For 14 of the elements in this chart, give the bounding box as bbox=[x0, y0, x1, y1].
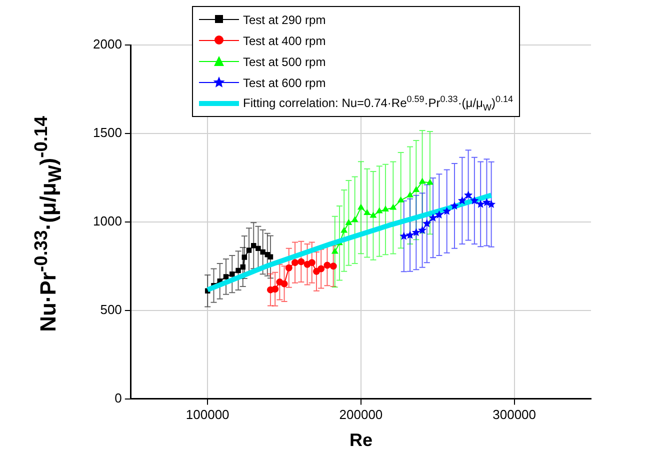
y-tick-label: 500 bbox=[100, 302, 122, 317]
x-tick-label: 200000 bbox=[339, 407, 383, 422]
x-axis-title: Re bbox=[349, 430, 372, 450]
legend-label: Test at 600 rpm bbox=[243, 76, 326, 90]
y-tick-label: 1500 bbox=[93, 125, 122, 140]
x-tick-label: 100000 bbox=[186, 407, 230, 422]
y-tick-label: 1000 bbox=[93, 213, 122, 228]
legend-label: Fitting correlation: Nu=0.74·Re$^{0.59}$·Pr$^{0.33}$·(μ/μ$_{W}$)$^{0.14}$ bbox=[243, 94, 513, 113]
legend-label: Test at 500 rpm bbox=[243, 54, 326, 68]
y-tick-label: 0 bbox=[114, 390, 122, 406]
x-tick-label: 300000 bbox=[492, 407, 536, 422]
y-tick-label: 2000 bbox=[93, 36, 122, 52]
legend-label: Test at 290 rpm bbox=[243, 12, 326, 26]
legend-label: Test at 400 rpm bbox=[243, 34, 326, 48]
